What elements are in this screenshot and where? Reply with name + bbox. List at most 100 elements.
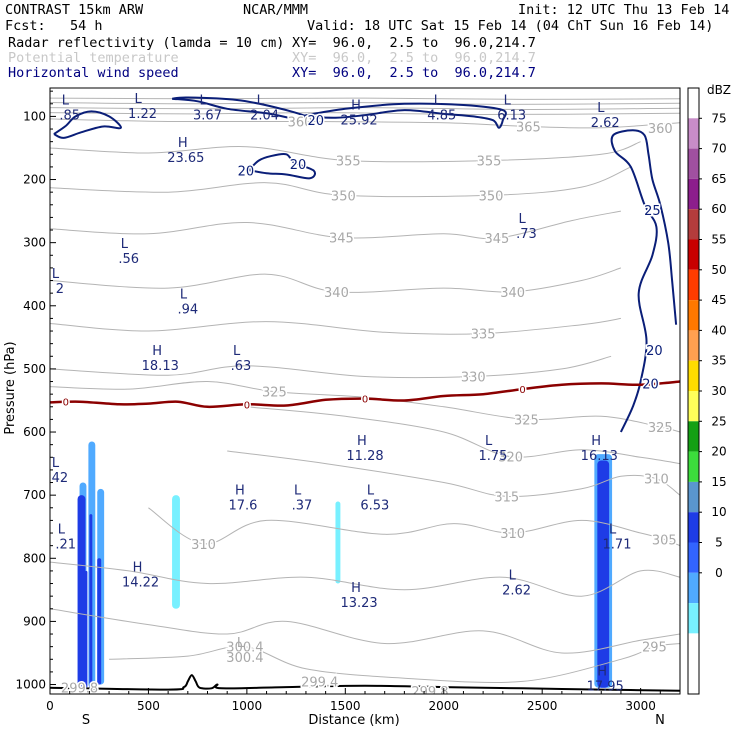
colorbar-bin-5 [688,239,699,270]
reflectivity-cell-5 [89,514,93,688]
wind-contour-4 [610,129,678,433]
y-axis-label: Pressure (hPa) [3,341,18,434]
x-tick-label-1: 500 [137,699,160,713]
valid-label: Valid: 18 UTC Sat 15 Feb 14 (04 ChT Sun … [307,18,714,34]
hl-kind-10: L [121,237,129,252]
colorbar-tick-label-8: 35 [711,354,726,368]
theta-contour-9 [50,317,621,335]
theta-label-26: 295 [642,641,667,656]
theta-label-10: 340 [500,286,525,301]
hl-kind-12: L [52,267,60,282]
colorbar-tick-label-0: 75 [711,111,726,125]
theta-label-4: 355 [477,155,502,170]
hl-value-2: 3.67 [193,108,222,123]
wind-label-4: 20 [646,344,663,359]
hl-value-11: .94 [177,303,198,318]
freezing-level-label-2: 0 [362,395,368,406]
colorbar-tick-label-3: 60 [711,202,726,216]
theta-contour-16 [50,608,680,654]
terrain-layer [50,674,680,692]
colorbar-tick-label-7: 40 [711,323,726,337]
y-tick-label-8: 900 [23,614,46,628]
hl-value-6: 6.13 [497,108,526,123]
y-tick-label-6: 700 [23,488,46,502]
theta-label-24: 299.8 [411,685,448,700]
colorbar-tick-label-12: 15 [711,475,726,489]
hl-value-26: 13.23 [340,596,377,611]
axes-layer: 0 500 1000 1500 2000 2500 30001002003004005006… [15,90,681,713]
colorbar-bin-1 [688,118,699,149]
fcst-label: Fcst: 54 h [5,18,103,34]
hl-kind-4: H [351,98,361,113]
theta-label-19: 310 [500,527,525,542]
hl-value-25: 2.62 [502,584,531,599]
theta-label-14: 325 [514,413,539,428]
theta-contour-6 [50,166,631,198]
theta-label-12: 330 [461,370,486,385]
theta-label-22: 300.4 [226,641,263,656]
hl-kind-22: L [58,523,66,538]
hl-kind-24: H [133,560,143,575]
theta-contour-8 [50,267,622,293]
hl-value-13: 18.13 [142,359,179,374]
hl-kind-8: H [178,136,188,151]
hl-value-4: 25.92 [340,113,377,128]
freezing-level-layer: 0 0 0 0 [50,380,680,413]
hl-value-19: 17.6 [228,498,257,513]
hl-kind-2: L [200,93,208,108]
hl-kind-21: L [367,483,375,498]
colorbar-tick-label-13: 10 [711,505,726,519]
theta-label-2: 360 [288,115,313,130]
theta-label-23: 299.4 [301,675,338,690]
y-tick-label-0: 100 [23,109,46,123]
theta-label-1: 360 [648,122,673,137]
center-label: NCAR/MMM [243,2,309,18]
colorbar-bin-8 [688,330,699,361]
theta-contour-3 [50,112,680,116]
hl-kind-0: L [62,93,70,108]
colorbar-tick-label-11: 20 [711,445,726,459]
x-axis-label: Distance (km) [308,713,399,728]
x-tick-label-0: 0 [46,699,54,713]
wind-contours-layer [53,96,678,433]
x-tick-label-3: 1500 [330,699,361,713]
y-tick-label-1: 200 [23,173,46,187]
wind-contour-3 [299,102,507,129]
colorbar-bin-0 [688,88,699,119]
colorbar-tick-label-1: 70 [711,142,726,156]
theta-label-20: 310 [644,473,669,488]
hl-value-7: 2.62 [591,116,620,131]
reflectivity-layer [77,441,613,688]
hl-value-16: 1.75 [478,449,507,464]
hl-value-28: 17.95 [587,680,624,695]
hl-kind-11: L [180,288,188,303]
hl-value-21: 6.53 [360,498,389,513]
colorbar-bin-16 [688,572,699,604]
hl-value-23: 1.71 [603,538,632,553]
contour-labels-layer: 365 360 360 355 355 350 350 345 345 340 340 335 330 3… [52,92,679,700]
hl-kind-27: L [237,636,245,651]
hl-value-9: .73 [516,227,537,242]
colorbar-bin-10 [688,391,699,422]
field-name-wind: Horizontal wind speed [8,65,179,81]
hl-value-22: .21 [55,538,76,553]
colorbar-bin-2 [688,148,699,179]
hl-value-14: .63 [231,359,252,374]
hl-value-15: 11.28 [346,449,383,464]
field-name-theta: Potential temperature [8,50,179,66]
y-tick-label-9: 1000 [15,678,46,692]
hl-kind-17: H [591,434,601,449]
freezing-level-label-0: 0 [63,398,69,409]
hl-value-5: 4.85 [427,108,456,123]
x-tick-label-6: 3000 [625,699,656,713]
theta-label-6: 350 [479,189,504,204]
hl-kind-14: L [233,344,241,359]
terrain-line [50,674,680,692]
colorbar-bin-9 [688,360,699,391]
freezing-level-label-1: 0 [244,400,250,411]
y-tick-label-7: 800 [23,551,46,565]
x-end-label-south: S [82,713,90,728]
colorbar-tick-label-10: 25 [711,414,726,428]
theta-label-9: 340 [324,286,349,301]
